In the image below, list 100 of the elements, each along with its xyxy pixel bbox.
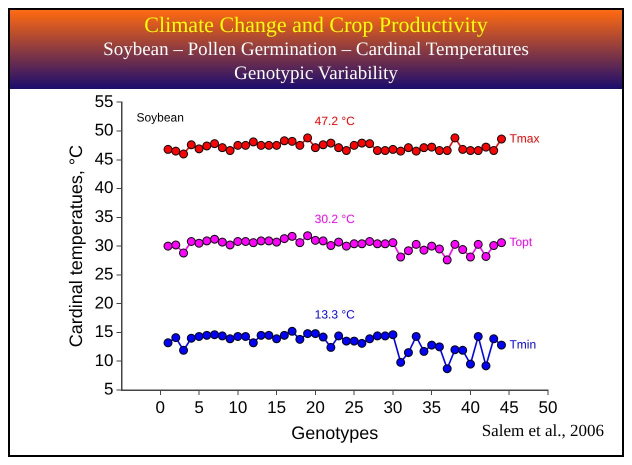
point xyxy=(218,331,227,340)
x-tick-label: 10 xyxy=(228,398,248,417)
point xyxy=(489,146,498,156)
annotation: 30.2 °C xyxy=(314,212,356,226)
point xyxy=(334,238,344,247)
point xyxy=(458,245,468,254)
series-label: Topt xyxy=(509,234,533,249)
x-tick-label: 5 xyxy=(194,398,204,417)
point xyxy=(404,348,413,358)
text: Salem et al., 2006 xyxy=(482,421,604,441)
point xyxy=(303,329,312,338)
point xyxy=(466,146,475,156)
point xyxy=(365,139,374,148)
point xyxy=(295,238,304,248)
point xyxy=(179,150,188,159)
point xyxy=(334,143,344,152)
point xyxy=(280,330,289,340)
point xyxy=(466,360,475,369)
point xyxy=(264,140,274,150)
point xyxy=(326,138,336,148)
point xyxy=(202,330,212,340)
y-tick-label: 55 xyxy=(94,92,114,111)
point xyxy=(226,334,235,344)
point xyxy=(342,242,351,251)
point xyxy=(442,146,452,156)
point xyxy=(474,240,483,249)
point xyxy=(404,246,413,256)
point xyxy=(388,144,398,154)
point xyxy=(427,142,436,152)
point xyxy=(419,246,428,255)
y-tick-label: 35 xyxy=(94,207,114,226)
point xyxy=(310,329,320,338)
point xyxy=(388,330,398,340)
series-label: Tmin xyxy=(509,337,536,352)
point xyxy=(241,236,250,246)
point xyxy=(310,143,320,152)
point xyxy=(372,239,382,248)
point xyxy=(434,342,444,352)
point xyxy=(342,336,351,346)
x-axis-title: Genotypes xyxy=(291,423,378,444)
point xyxy=(318,332,328,342)
x-tick-label: 0 xyxy=(156,398,166,417)
point xyxy=(186,140,196,150)
point xyxy=(218,238,227,247)
point xyxy=(326,342,336,352)
x-tick-label: 30 xyxy=(383,398,402,417)
annotation: 13.3 °C xyxy=(314,308,356,322)
point xyxy=(233,140,242,150)
point xyxy=(342,146,351,156)
point xyxy=(210,234,220,244)
point xyxy=(202,141,212,150)
point xyxy=(186,236,196,246)
point xyxy=(288,232,297,241)
y-tick-label: 30 xyxy=(94,236,114,255)
point xyxy=(427,340,436,350)
series-label: Tmax xyxy=(509,131,540,146)
point xyxy=(372,331,382,340)
point xyxy=(396,252,406,262)
point xyxy=(288,136,297,146)
point xyxy=(295,334,304,344)
x-tick-label: 20 xyxy=(306,398,325,417)
point xyxy=(442,255,452,264)
y-tick-label: 10 xyxy=(94,350,114,370)
point xyxy=(419,143,428,152)
point xyxy=(171,333,180,342)
point xyxy=(458,346,468,355)
point xyxy=(396,146,406,156)
point xyxy=(280,234,289,244)
point xyxy=(226,146,235,156)
point xyxy=(466,252,475,262)
chart-title: Climate Change and Crop Productivity xyxy=(143,12,489,38)
x-tick-label: 50 xyxy=(538,398,558,417)
point xyxy=(171,240,180,250)
x-tick-label: 40 xyxy=(460,398,480,417)
point xyxy=(264,330,274,340)
point xyxy=(496,238,506,248)
point xyxy=(288,326,297,336)
point xyxy=(365,236,374,246)
point xyxy=(427,242,436,251)
point xyxy=(164,338,173,348)
point xyxy=(442,364,452,374)
point xyxy=(233,236,242,246)
point xyxy=(380,146,390,156)
point xyxy=(241,140,250,150)
point xyxy=(248,338,258,348)
annotation: 47.2 °C xyxy=(314,114,356,128)
point xyxy=(241,332,250,341)
point xyxy=(233,332,242,341)
point xyxy=(412,332,421,341)
point xyxy=(481,142,490,152)
point xyxy=(388,238,398,248)
point xyxy=(318,236,328,246)
point xyxy=(450,240,460,249)
y-tick-label: 40 xyxy=(94,178,114,198)
point xyxy=(496,340,506,350)
point xyxy=(272,238,282,247)
point xyxy=(194,332,204,341)
point xyxy=(303,133,312,142)
y-tick-label: 50 xyxy=(94,120,114,140)
point xyxy=(380,331,390,340)
